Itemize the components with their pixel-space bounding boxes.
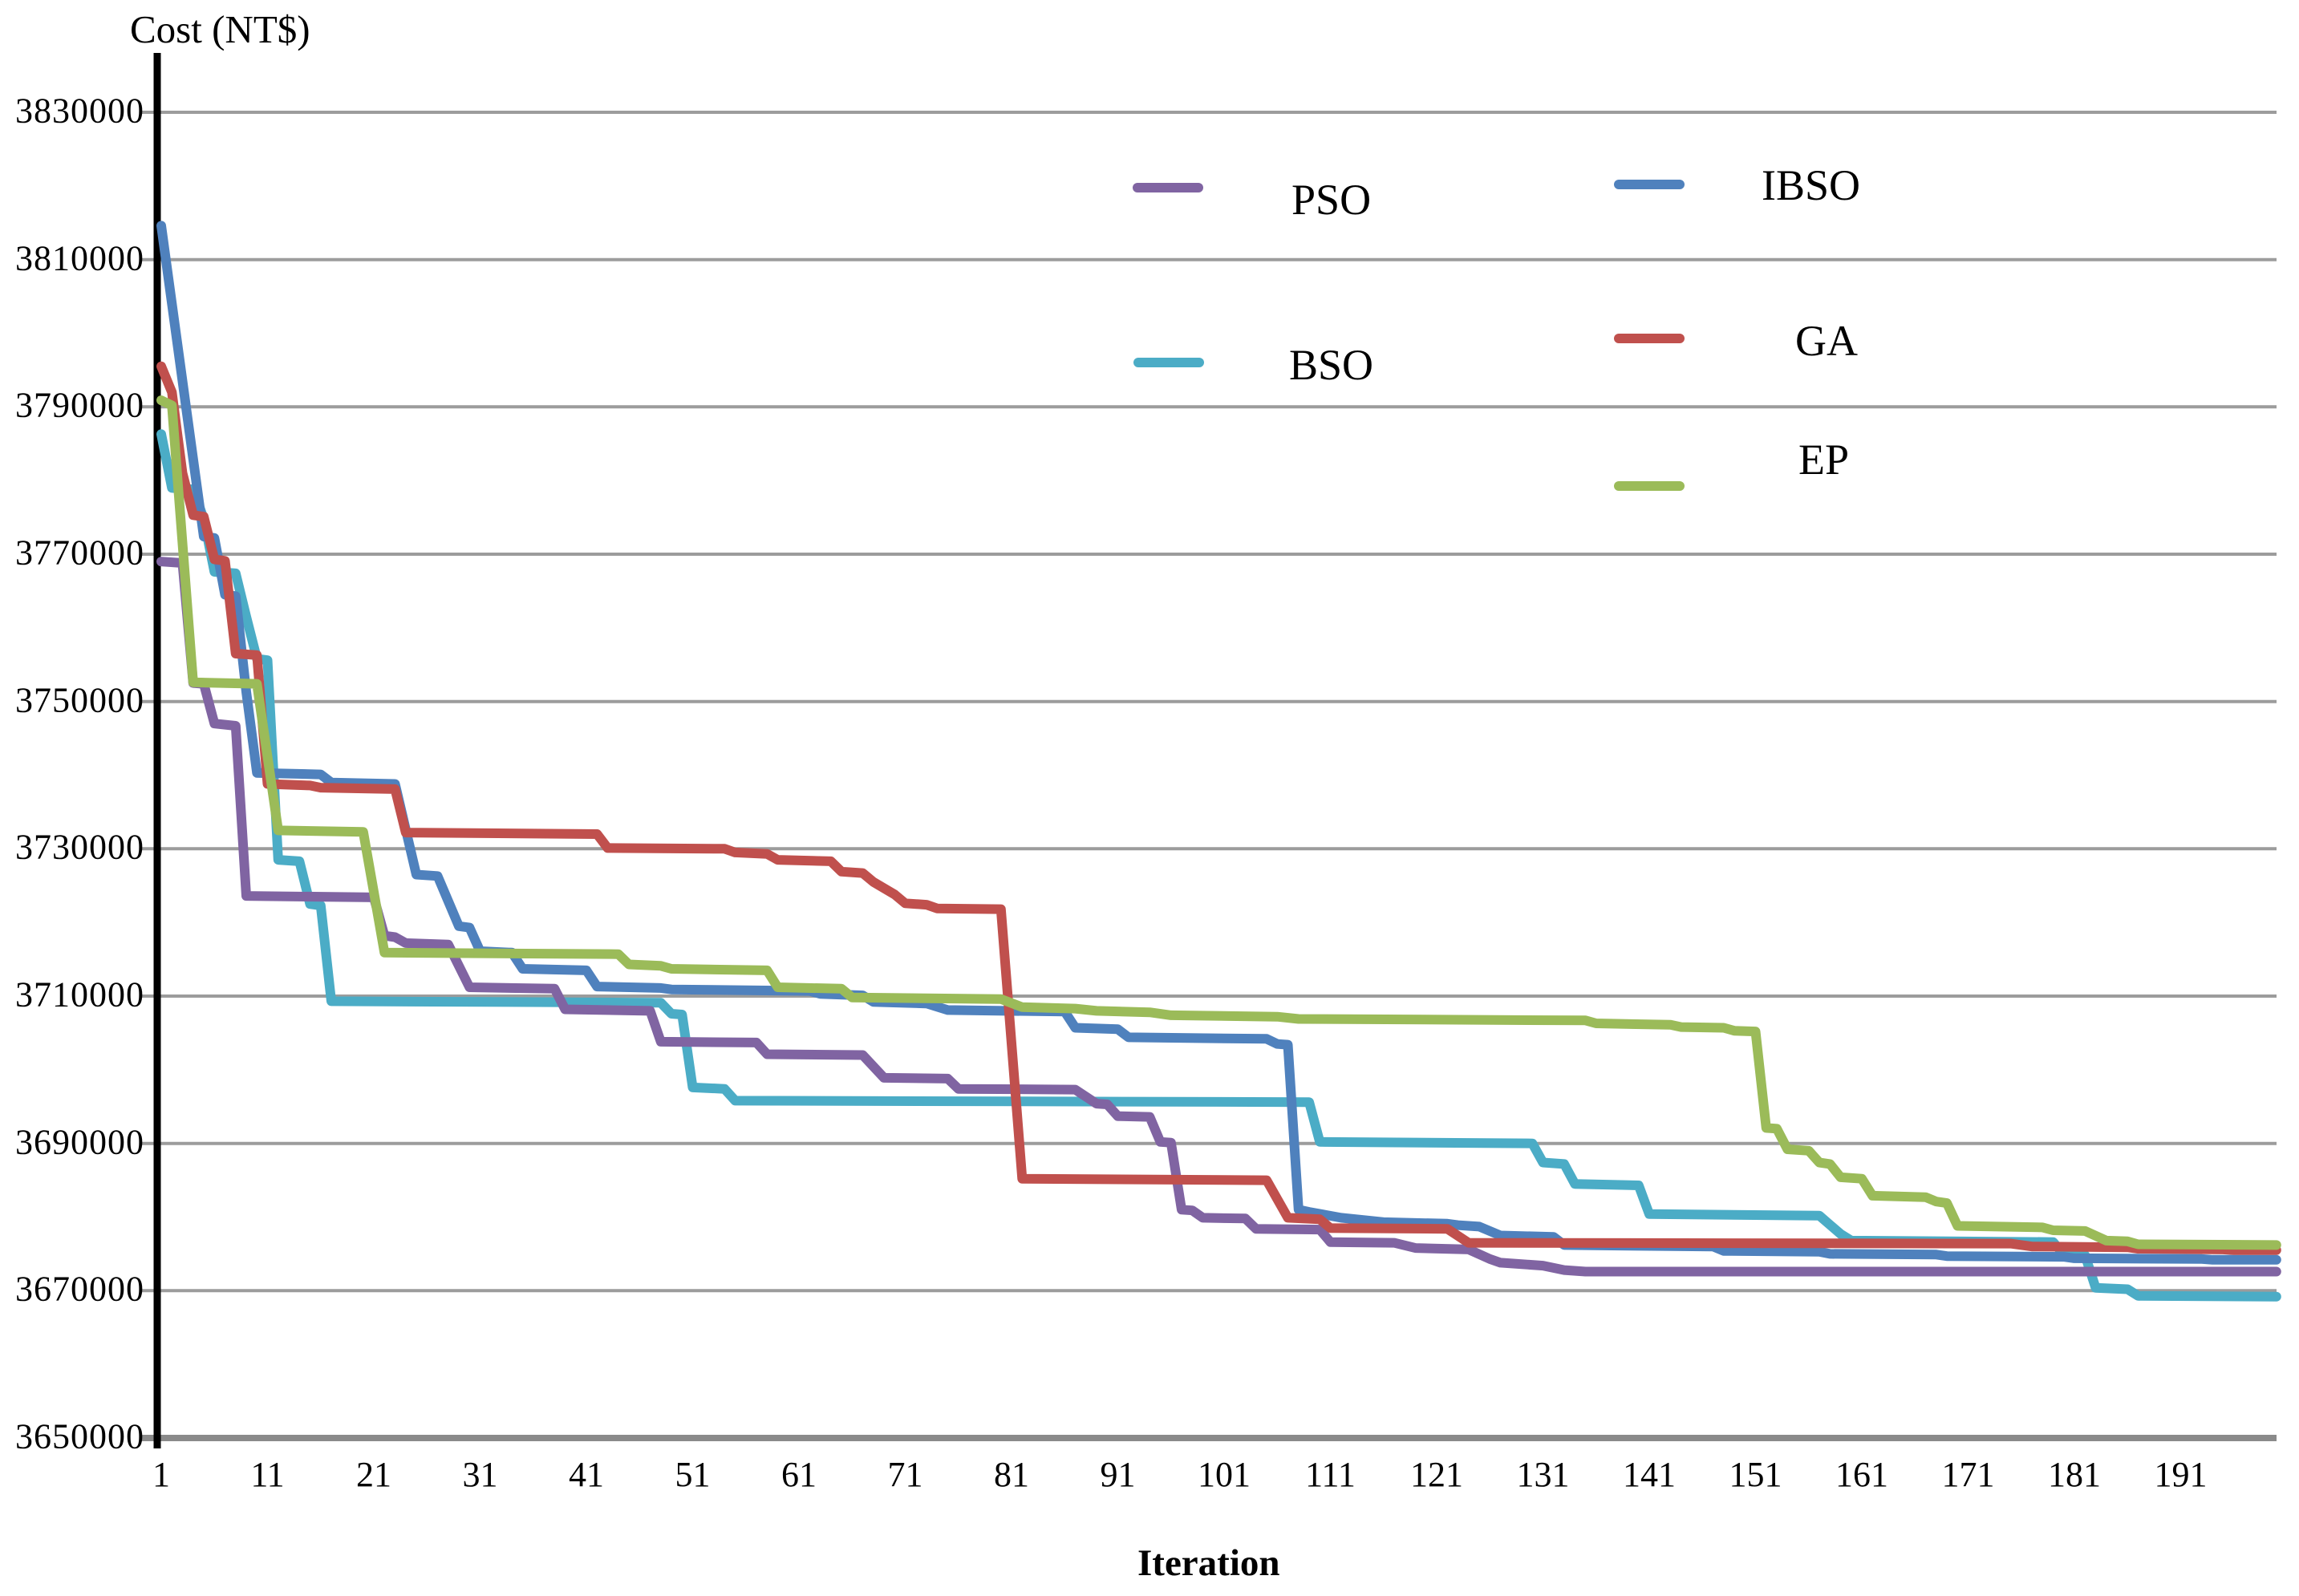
series-line-bso [156, 429, 2281, 1302]
legend-label-ep: EP [1798, 435, 1850, 484]
x-axis-title: Iteration [1137, 1542, 1280, 1584]
ibso-line-swatch-icon [1614, 180, 1685, 189]
legend-label-bso: BSO [1289, 341, 1374, 389]
series-line-ep [156, 395, 2281, 1250]
bso-line-swatch-icon [1133, 358, 1204, 367]
series-line-pso [156, 557, 2281, 1277]
pso-line-swatch-icon [1133, 183, 1203, 192]
ga-line-swatch-icon [1614, 334, 1685, 343]
legend-label-pso: PSO [1291, 176, 1372, 224]
legend-label-ibso: IBSO [1762, 161, 1861, 209]
series-line-ga [156, 361, 2281, 1255]
y-axis-title: Cost (NT$) [130, 7, 310, 51]
ep-line-swatch-icon [1614, 481, 1685, 491]
legend-label-ga: GA [1795, 317, 1858, 365]
